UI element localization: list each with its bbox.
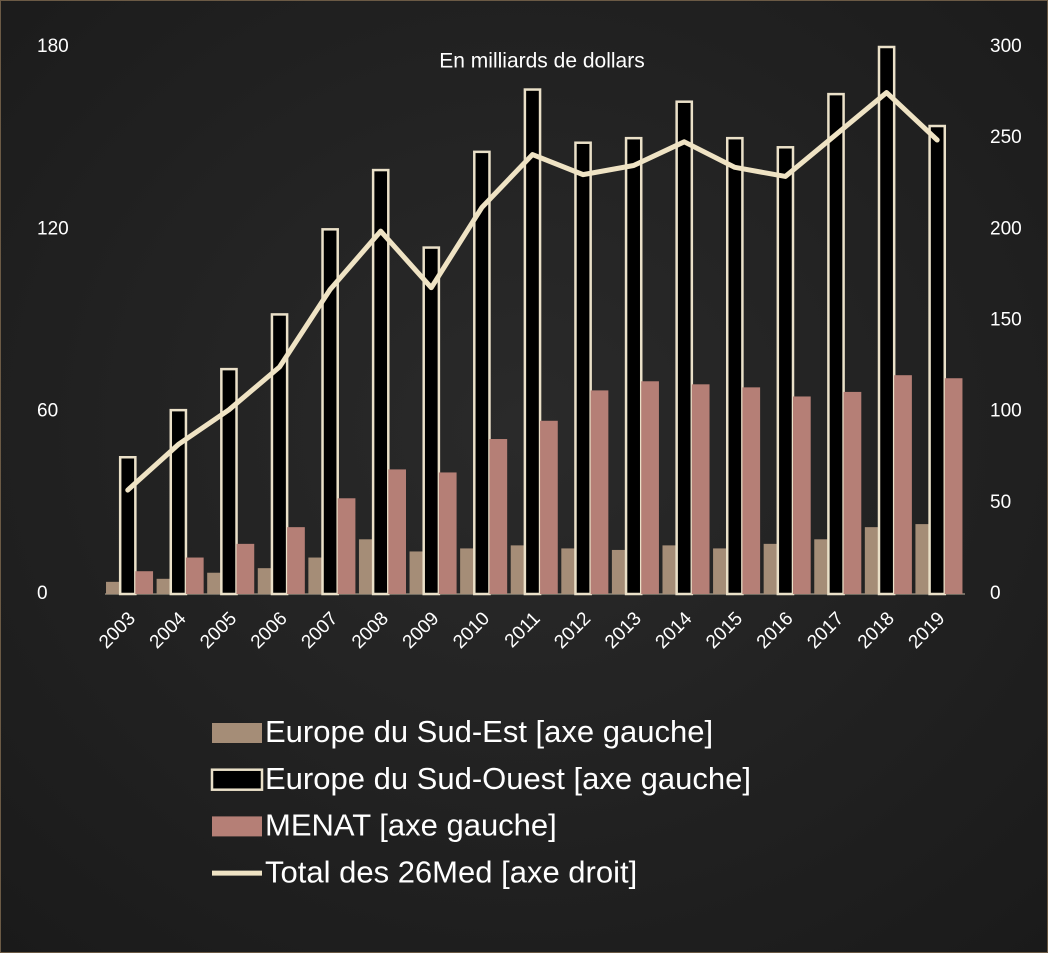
y2-tick-label: 100 <box>990 401 1022 422</box>
y2-tick-label: 250 <box>990 127 1022 148</box>
legend-label: MENAT [axe gauche] <box>265 808 557 843</box>
bar <box>270 313 289 596</box>
bar <box>624 136 643 596</box>
legend-marker <box>212 723 262 743</box>
bar <box>489 439 508 594</box>
legend-marker <box>210 768 264 791</box>
bar <box>371 168 390 596</box>
y-tick-label: 120 <box>37 218 69 239</box>
y2-tick-label: 300 <box>990 36 1022 57</box>
bar <box>725 136 744 596</box>
bar <box>409 551 424 594</box>
chart-title: En milliards de dollars <box>439 50 644 73</box>
bar <box>894 375 912 594</box>
bar <box>358 539 374 594</box>
legend-marker <box>212 816 262 837</box>
bar <box>877 45 896 596</box>
bar <box>388 469 406 594</box>
bar <box>207 572 222 594</box>
bar <box>742 387 761 594</box>
bar <box>473 150 491 596</box>
bar <box>135 571 154 594</box>
bar <box>793 396 811 594</box>
bar <box>561 548 576 594</box>
bar <box>944 378 963 594</box>
y-tick-label: 180 <box>37 36 69 57</box>
bar <box>185 557 204 594</box>
bar <box>574 141 592 596</box>
line <box>125 90 940 493</box>
y-tick-label: 0 <box>37 583 48 604</box>
legend-label: Europe du Sud-Ouest [axe gauche] <box>265 761 751 796</box>
bar <box>321 228 339 596</box>
bar <box>763 543 778 594</box>
y2-tick-label: 200 <box>990 218 1022 239</box>
bar <box>590 390 609 594</box>
bar <box>540 420 558 594</box>
bar <box>827 92 845 596</box>
y2-tick-label: 0 <box>990 583 1001 604</box>
bar <box>236 543 255 594</box>
bar <box>169 408 188 596</box>
bar <box>106 581 121 594</box>
bar <box>691 384 710 594</box>
legend-label: Total des 26Med [axe droit] <box>265 854 637 889</box>
bar <box>713 548 728 594</box>
bar <box>611 549 627 594</box>
bar <box>915 524 930 594</box>
bar <box>814 539 829 594</box>
bar <box>156 578 171 594</box>
bar <box>675 100 694 596</box>
bar <box>287 527 305 594</box>
bar <box>776 146 795 596</box>
y-tick-label: 60 <box>37 401 58 422</box>
bar <box>843 391 862 594</box>
y2-tick-label: 50 <box>990 492 1011 513</box>
legend-label: Europe du Sud-Est [axe gauche] <box>265 714 713 749</box>
bar <box>641 381 659 594</box>
bar <box>257 568 272 594</box>
bar <box>422 246 441 596</box>
bar <box>864 527 879 594</box>
bar <box>662 545 677 594</box>
bar <box>220 367 238 596</box>
bar <box>438 472 457 594</box>
bar <box>337 498 356 594</box>
bar <box>118 456 137 596</box>
bar <box>510 545 525 594</box>
bar <box>928 124 947 596</box>
bar <box>308 557 323 594</box>
bar <box>460 548 475 594</box>
y2-tick-label: 150 <box>990 310 1022 331</box>
bar <box>523 88 542 596</box>
